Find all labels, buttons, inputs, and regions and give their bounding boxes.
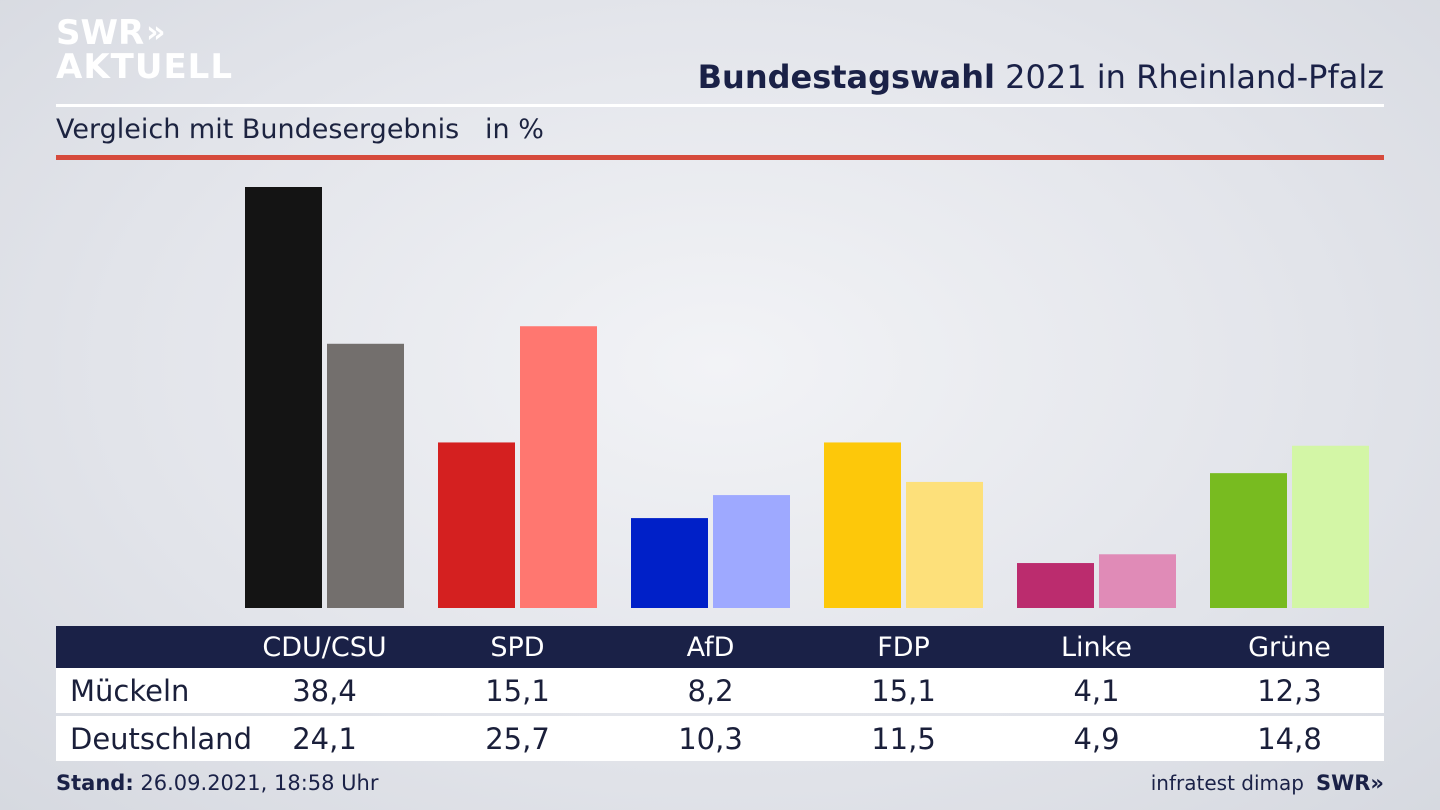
source-label: infratest dimap	[1150, 771, 1304, 795]
value-cell: 4,1	[1073, 673, 1120, 708]
bar-afd-national	[713, 495, 790, 608]
source-credit: infratest dimap SWR»	[1151, 771, 1384, 795]
stand-label: Stand:	[56, 771, 134, 795]
bar-gr-ne-local	[1210, 473, 1287, 608]
title-divider	[56, 104, 1384, 107]
column-header: FDP	[877, 631, 930, 663]
page-title: Bundestagswahl 2021 in Rheinland-Pfalz	[698, 58, 1384, 96]
value-cell: 25,7	[485, 721, 550, 756]
column-header: AfD	[686, 631, 735, 663]
results-table: CDU/CSU SPD AfD FDP Linke Grüne Mückeln 38,4 1…	[56, 626, 1384, 761]
swr-brand-logo: SWR»	[1316, 771, 1384, 795]
row-label: Mückeln	[70, 673, 190, 708]
title-bold: Bundestagswahl	[697, 58, 995, 96]
table-row: Deutschland 24,1 25,7 10,3 11,5 4,9 14,8	[56, 716, 1384, 761]
bar-afd-local	[631, 518, 708, 608]
value-cell: 12,3	[1257, 673, 1322, 708]
bar-spd-local	[438, 442, 515, 608]
chart-subtitle: Vergleich mit Bundesergebnis in %	[56, 114, 544, 145]
bar-gr-ne-national	[1292, 445, 1369, 608]
stand-value: 26.09.2021, 18:58 Uhr	[133, 771, 379, 795]
column-header: Grüne	[1248, 631, 1331, 663]
bar-cdu-csu-national	[327, 343, 404, 608]
brand-label: SWR	[1315, 771, 1371, 795]
value-cell: 10,3	[678, 721, 743, 756]
table-header-row: CDU/CSU SPD AfD FDP Linke Grüne	[56, 626, 1384, 668]
row-label: Deutschland	[70, 721, 252, 756]
value-cell: 11,5	[871, 721, 936, 756]
accent-divider	[56, 155, 1384, 160]
value-cell: 4,9	[1073, 721, 1120, 756]
bar-linke-national	[1099, 554, 1176, 608]
bar-linke-local	[1017, 563, 1094, 608]
value-cell: 14,8	[1257, 721, 1322, 756]
bar-fdp-local	[824, 442, 901, 608]
value-cell: 38,4	[292, 673, 357, 708]
value-cell: 15,1	[485, 673, 550, 708]
value-cell: 8,2	[687, 673, 734, 708]
logo-line-1: SWR	[56, 13, 145, 53]
column-header: SPD	[490, 631, 545, 663]
title-rest: 2021 in Rheinland-Pfalz	[995, 58, 1384, 96]
column-header: Linke	[1061, 631, 1132, 663]
value-cell: 15,1	[871, 673, 936, 708]
column-header: CDU/CSU	[262, 631, 387, 663]
bar-spd-national	[520, 326, 597, 608]
table-row: Mückeln 38,4 15,1 8,2 15,1 4,1 12,3	[56, 668, 1384, 713]
swr-aktuell-logo: SWR» AKTUELL	[56, 13, 234, 87]
timestamp: Stand: 26.09.2021, 18:58 Uhr	[56, 771, 379, 795]
bar-fdp-national	[906, 481, 983, 608]
brand-chevron-icon: »	[1370, 771, 1384, 795]
bar-cdu-csu-local	[245, 187, 322, 608]
logo-line-2: AKTUELL	[56, 47, 234, 87]
value-cell: 24,1	[292, 721, 357, 756]
